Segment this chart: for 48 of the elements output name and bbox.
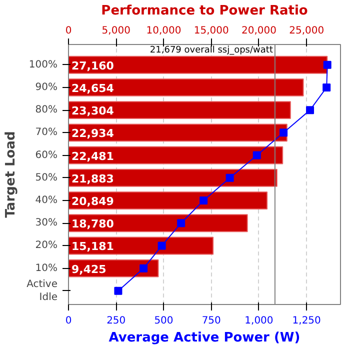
data-label: 21,883 [72, 172, 114, 186]
y-tick-label: 60% [35, 150, 58, 161]
point [306, 106, 314, 114]
point [158, 242, 166, 250]
y-tick-label: Active Idle [26, 278, 58, 304]
data-label: 27,160 [72, 59, 114, 72]
point [177, 219, 186, 228]
x2-tick-label: 0 [65, 26, 72, 36]
data-label: 23,304 [72, 104, 114, 118]
y-tick-label: 40% [35, 195, 58, 206]
point [252, 151, 261, 160]
y-tick-label: 10% [35, 262, 58, 274]
x-tick-label: 250 [106, 316, 126, 326]
x-tick-label: 1,250 [292, 316, 321, 326]
x-tick-label: 500 [154, 316, 174, 326]
point [114, 286, 122, 295]
point [323, 60, 332, 69]
x-tick-label: 1,000 [244, 316, 274, 326]
y-tick-label: 70% [35, 127, 58, 138]
point [280, 128, 288, 137]
y-tick-label: 80% [35, 104, 58, 116]
y-tick-label: 90% [35, 82, 58, 93]
x-tick-label: 750 [202, 316, 221, 326]
data-label: 24,654 [72, 82, 114, 95]
x2-tick-label: 10,000 [146, 26, 182, 36]
x2-tick-label: 20,000 [241, 26, 276, 36]
x-tick-label: 0 [65, 316, 72, 326]
x2-tick-label: 15,000 [194, 26, 229, 36]
x2-tick-label: 25,000 [289, 26, 324, 36]
y-axis-title: Target Load [4, 131, 19, 218]
data-label: 22,934 [72, 127, 114, 140]
x2-tick-label: 5,000 [102, 26, 130, 36]
point [200, 196, 208, 204]
data-label: 20,849 [72, 195, 114, 208]
data-label: 9,425 [72, 262, 106, 276]
y-tick-label: 20% [35, 240, 58, 252]
x2-axis-title: Performance to Power Ratio [101, 4, 308, 18]
y-tick-label: 100% [28, 59, 58, 70]
ref-line-label: 21,679 overall ssj_ops/watt [150, 46, 274, 56]
y-tick-label: 50% [35, 172, 58, 184]
y-tick-label: 30% [35, 218, 58, 229]
data-label: 18,780 [72, 218, 114, 231]
x-axis-title: Average Active Power (W) [108, 330, 300, 346]
point [226, 174, 234, 182]
data-label: 22,481 [72, 150, 114, 163]
point [322, 83, 331, 92]
data-label: 15,181 [72, 240, 114, 254]
point [140, 264, 148, 272]
